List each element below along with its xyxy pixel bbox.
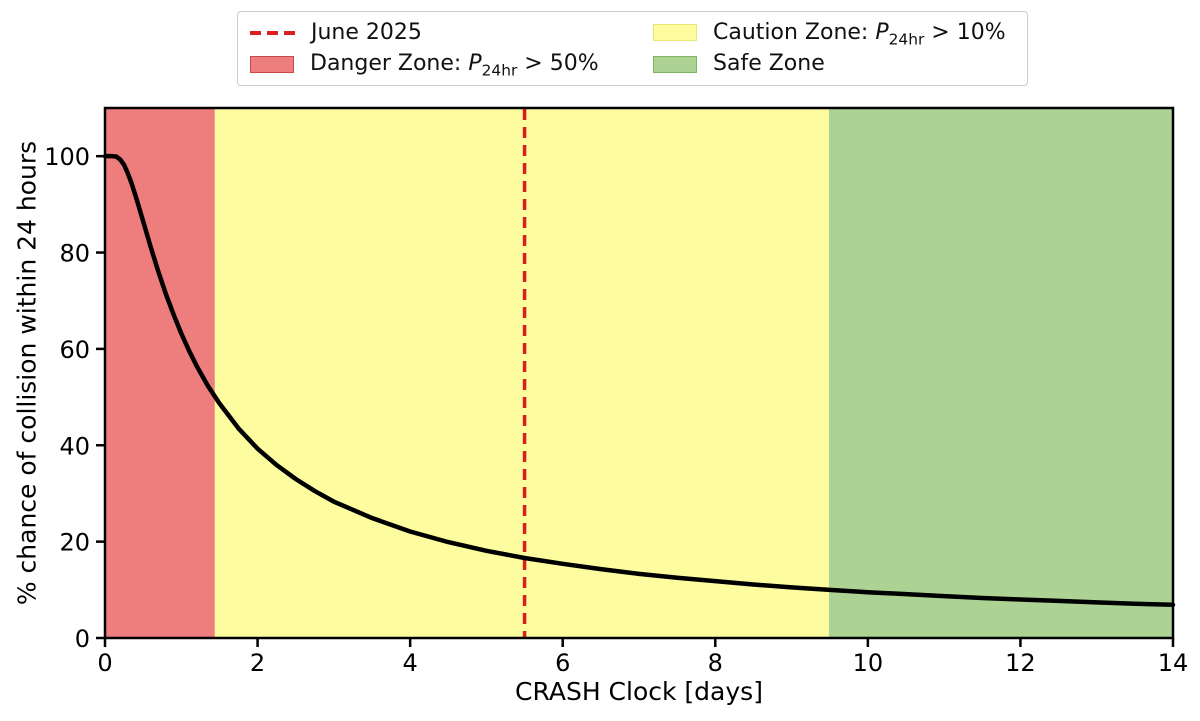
- x-tick-label: 12: [1005, 649, 1036, 677]
- zone-safe: [828, 108, 1173, 638]
- legend-item-safe-zone: Safe Zone: [653, 53, 1017, 75]
- legend-text: > 10%: [924, 19, 1006, 45]
- y-tick-label: 60: [59, 336, 90, 364]
- legend-subscript: 24hr: [481, 61, 518, 80]
- y-axis-label: % chance of collision within 24 hours: [12, 140, 42, 606]
- x-tick-label: 2: [250, 649, 265, 677]
- chart-legend: June 2025 Danger Zone: P24hr > 50% Cauti…: [237, 11, 1028, 86]
- legend-label-june-2025: June 2025: [311, 19, 422, 45]
- legend-item-caution-zone: Caution Zone: P24hr > 10%: [653, 19, 1017, 47]
- legend-text: Danger Zone:: [310, 51, 469, 77]
- safe-zone-swatch: [653, 55, 697, 73]
- axes-spines: [103, 106, 1175, 640]
- risk-curve: [102, 153, 1176, 608]
- y-tick-label: 40: [59, 432, 90, 460]
- legend-text: June 2025: [311, 19, 422, 45]
- caution-zone-swatch: [653, 24, 697, 42]
- zone-danger: [105, 108, 215, 638]
- legend-subscript: 24hr: [888, 30, 925, 49]
- zone-caution: [214, 108, 829, 638]
- legend-text: > 50%: [517, 51, 599, 77]
- y-tick-label: 0: [75, 625, 90, 653]
- legend-item-june-2025: June 2025: [250, 19, 653, 45]
- x-tick-label: 10: [853, 649, 884, 677]
- y-tick-label: 80: [59, 240, 90, 268]
- x-axis-label: CRASH Clock [days]: [515, 677, 763, 706]
- legend-item-danger-zone: Danger Zone: P24hr > 50%: [250, 51, 653, 79]
- legend-label-caution-zone: Caution Zone: P24hr > 10%: [713, 19, 1006, 47]
- legend-label-danger-zone: Danger Zone: P24hr > 50%: [310, 51, 599, 79]
- y-tick-label: 20: [59, 529, 90, 557]
- x-tick-label: 8: [708, 649, 723, 677]
- x-tick-label: 14: [1158, 649, 1189, 677]
- legend-math-symbol: P: [468, 51, 482, 77]
- legend-label-safe-zone: Safe Zone: [713, 53, 825, 75]
- y-tick-label: 100: [44, 143, 90, 171]
- dashed-line-swatch: [250, 30, 295, 35]
- legend-math-symbol: P: [875, 19, 889, 45]
- x-tick-label: 6: [555, 649, 570, 677]
- danger-zone-swatch: [250, 55, 294, 73]
- legend-text: Caution Zone:: [713, 19, 876, 45]
- x-tick-label: 0: [97, 649, 112, 677]
- legend-text: Safe Zone: [713, 51, 825, 77]
- x-tick-label: 4: [403, 649, 418, 677]
